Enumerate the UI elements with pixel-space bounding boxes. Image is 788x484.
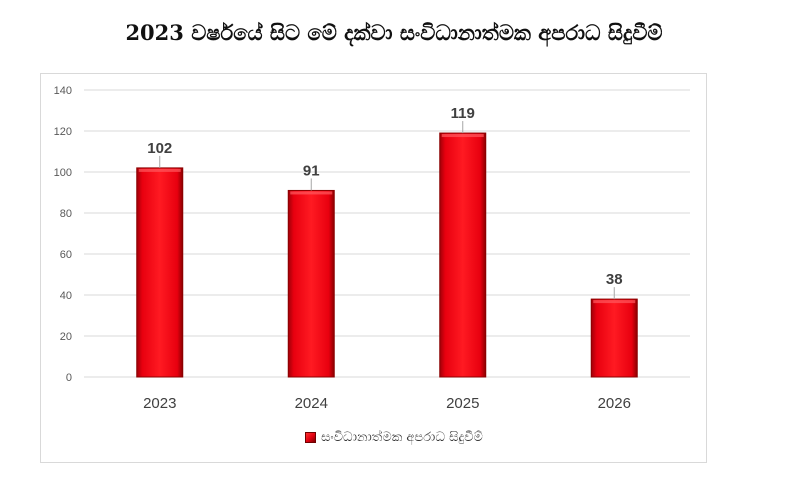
x-tick-label: 2026 [598, 395, 631, 412]
bar-highlight [290, 191, 333, 195]
data-label: 119 [451, 105, 475, 122]
x-tick-label: 2024 [295, 395, 328, 412]
y-tick-label: 40 [60, 290, 72, 302]
bar [136, 167, 184, 378]
y-axis-ticks: 0 20 40 60 80 100 120 140 [54, 85, 72, 384]
x-tick-label: 2023 [143, 395, 176, 412]
bar [590, 298, 638, 378]
bar [439, 132, 487, 378]
legend-swatch [305, 432, 317, 443]
x-tick-label: 2025 [446, 395, 479, 412]
data-label: 91 [303, 162, 320, 179]
y-tick-label: 100 [54, 167, 72, 179]
data-label: 38 [606, 271, 623, 288]
y-tick-label: 60 [60, 249, 72, 261]
y-tick-label: 120 [54, 126, 72, 138]
bars [136, 132, 638, 378]
y-tick-label: 140 [54, 85, 72, 97]
bar [287, 189, 335, 378]
bar-highlight [441, 134, 484, 138]
bar-highlight [593, 300, 636, 304]
chart-title: 2023 වර්ෂයේ සිට මේ දක්වා සංවිධානාත්මක අප… [125, 20, 663, 45]
legend-label: සංවිධානාත්මක අපරාධ සිදුවීම් [321, 430, 483, 445]
y-tick-label: 20 [60, 331, 72, 343]
y-tick-label: 80 [60, 208, 72, 220]
data-label: 102 [147, 140, 172, 157]
y-tick-label: 0 [66, 372, 72, 384]
gridlines [84, 89, 690, 378]
x-axis-ticks: 2023 2024 2025 2026 [143, 395, 631, 412]
bar-highlight [138, 168, 181, 172]
legend: සංවිධානාත්මක අපරාධ සිදුවීම් [0, 430, 788, 445]
data-labels: 102 91 119 38 [147, 105, 623, 300]
